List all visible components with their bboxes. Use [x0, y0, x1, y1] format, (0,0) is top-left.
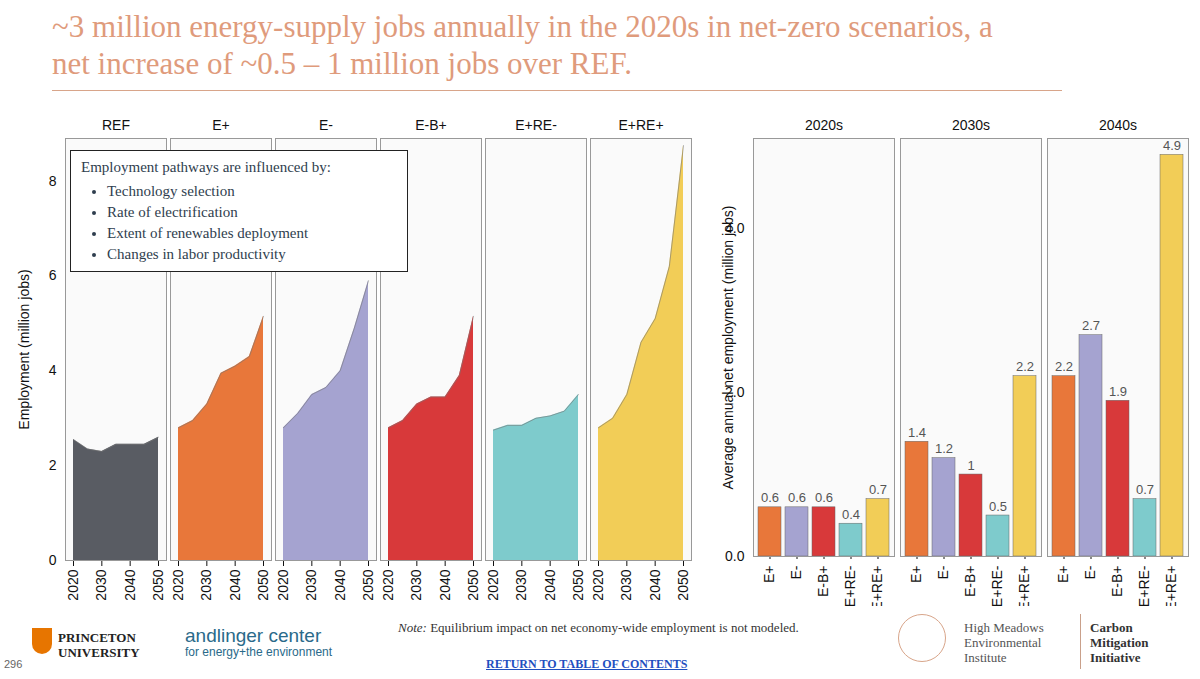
svg-text:2030: 2030 — [198, 569, 214, 600]
svg-text:E-B+: E-B+ — [815, 566, 831, 598]
html-text:PRINCETON: PRINCETON — [58, 630, 136, 645]
html-text:Changes in labor productivity: Changes in labor productivity — [107, 246, 286, 262]
svg-text:1: 1 — [967, 458, 974, 473]
svg-text:E+RE-: E+RE- — [515, 117, 557, 133]
svg-text:2.7: 2.7 — [1082, 318, 1100, 333]
svg-text:0.6: 0.6 — [761, 490, 779, 505]
svg-text:2: 2 — [49, 457, 57, 473]
svg-text:E-B+: E-B+ — [415, 117, 447, 133]
svg-text:1.9: 1.9 — [1109, 384, 1127, 399]
html-text:RETURN TO TABLE OF CONTENTS: RETURN TO TABLE OF CONTENTS — [486, 657, 688, 671]
svg-text:0.5: 0.5 — [989, 499, 1007, 514]
svg-text:2050: 2050 — [150, 569, 166, 600]
svg-text:E+RE-: E+RE- — [989, 565, 1005, 606]
svg-text:E+RE+: E+RE+ — [618, 117, 663, 133]
svg-text:2020: 2020 — [380, 569, 396, 600]
svg-text:2040: 2040 — [227, 569, 243, 600]
svg-text:0.4: 0.4 — [842, 507, 860, 522]
html-text:for energy+the environment: for energy+the environment — [185, 645, 333, 659]
svg-text:2050: 2050 — [570, 569, 586, 600]
svg-text:REF: REF — [102, 117, 130, 133]
svg-text:2040: 2040 — [122, 569, 138, 600]
svg-text:0.6: 0.6 — [815, 490, 833, 505]
svg-text:0.7: 0.7 — [1136, 482, 1154, 497]
svg-text:2.2: 2.2 — [1016, 359, 1034, 374]
svg-text:2030: 2030 — [93, 569, 109, 600]
html-text:Initiative: Initiative — [1090, 650, 1141, 665]
svg-text:E-: E- — [788, 565, 804, 579]
svg-text:2.2: 2.2 — [1055, 359, 1073, 374]
html-text:Rate of electrification: Rate of electrification — [107, 204, 238, 220]
svg-text:2020: 2020 — [485, 569, 501, 600]
html-text:Environmental: Environmental — [964, 635, 1042, 650]
svg-text:E+: E+ — [1055, 566, 1071, 584]
svg-text:1.4: 1.4 — [908, 425, 926, 440]
svg-text:8: 8 — [49, 173, 57, 189]
svg-text:2020: 2020 — [170, 569, 186, 600]
svg-text:2030: 2030 — [408, 569, 424, 600]
svg-text:2050: 2050 — [675, 569, 691, 600]
svg-text:E-B+: E-B+ — [1109, 566, 1125, 598]
html-text:~3 million energy-supply jobs: ~3 million energy-supply jobs annually i… — [52, 9, 993, 81]
svg-text:E-: E- — [935, 565, 951, 579]
svg-text:2050: 2050 — [465, 569, 481, 600]
svg-text:0.6: 0.6 — [788, 490, 806, 505]
svg-text:2030: 2030 — [513, 569, 529, 600]
html-text:UNIVERSITY: UNIVERSITY — [58, 645, 140, 660]
svg-text:Average annual net employment: Average annual net employment (million j… — [720, 206, 736, 490]
html-text:andlinger center: andlinger center — [185, 625, 322, 646]
html-text:296: 296 — [4, 658, 23, 670]
svg-text:2050: 2050 — [360, 569, 376, 600]
svg-text:2030: 2030 — [618, 569, 634, 600]
svg-text:2040s: 2040s — [1099, 117, 1137, 133]
html-text:Mitigation: Mitigation — [1090, 635, 1149, 650]
html-text:Employment pathways are influe: Employment pathways are influenced by: — [81, 159, 331, 175]
svg-text:2030s: 2030s — [952, 117, 990, 133]
svg-text:E+RE-: E+RE- — [842, 565, 858, 606]
svg-text:2040: 2040 — [647, 569, 663, 600]
html-text:Carbon: Carbon — [1090, 620, 1133, 635]
svg-text:E+RE-: E+RE- — [1136, 565, 1152, 606]
svg-text:2020s: 2020s — [805, 117, 843, 133]
svg-text:E-: E- — [1082, 565, 1098, 579]
svg-text:2030: 2030 — [303, 569, 319, 600]
svg-text:E+: E+ — [761, 566, 777, 584]
html-text:Note: Equilibrium impact on ne: Note: Equilibrium impact on net economy-… — [398, 620, 799, 635]
svg-text:0: 0 — [49, 552, 57, 568]
svg-text:0.0: 0.0 — [725, 548, 745, 564]
svg-text:2020: 2020 — [590, 569, 606, 600]
svg-text:2050: 2050 — [255, 569, 271, 600]
svg-text:Employment (million jobs): Employment (million jobs) — [16, 269, 32, 429]
svg-text:E-: E- — [319, 117, 333, 133]
svg-text:6: 6 — [49, 267, 57, 283]
svg-text:2020: 2020 — [275, 569, 291, 600]
html-text:Extent of renewables deploymen: Extent of renewables deployment — [107, 225, 309, 241]
svg-text:2040: 2040 — [437, 569, 453, 600]
html-text:Technology selection: Technology selection — [107, 183, 235, 199]
svg-text:E+RE+: E+RE+ — [1163, 566, 1179, 607]
html-text:Institute: Institute — [964, 650, 1007, 665]
svg-text:4: 4 — [49, 362, 57, 378]
svg-text:2040: 2040 — [332, 569, 348, 600]
svg-text:E-B+: E-B+ — [962, 566, 978, 598]
svg-text:E+: E+ — [908, 566, 924, 584]
svg-text:0.7: 0.7 — [869, 482, 887, 497]
svg-text:E+RE+: E+RE+ — [869, 566, 885, 607]
svg-text:4.9: 4.9 — [1163, 138, 1181, 153]
html-text:High Meadows: High Meadows — [964, 620, 1044, 635]
svg-text:2040: 2040 — [542, 569, 558, 600]
svg-text:E+RE+: E+RE+ — [1016, 566, 1032, 607]
svg-text:1.2: 1.2 — [935, 441, 953, 456]
svg-text:E+: E+ — [212, 117, 230, 133]
svg-text:2020: 2020 — [65, 569, 81, 600]
